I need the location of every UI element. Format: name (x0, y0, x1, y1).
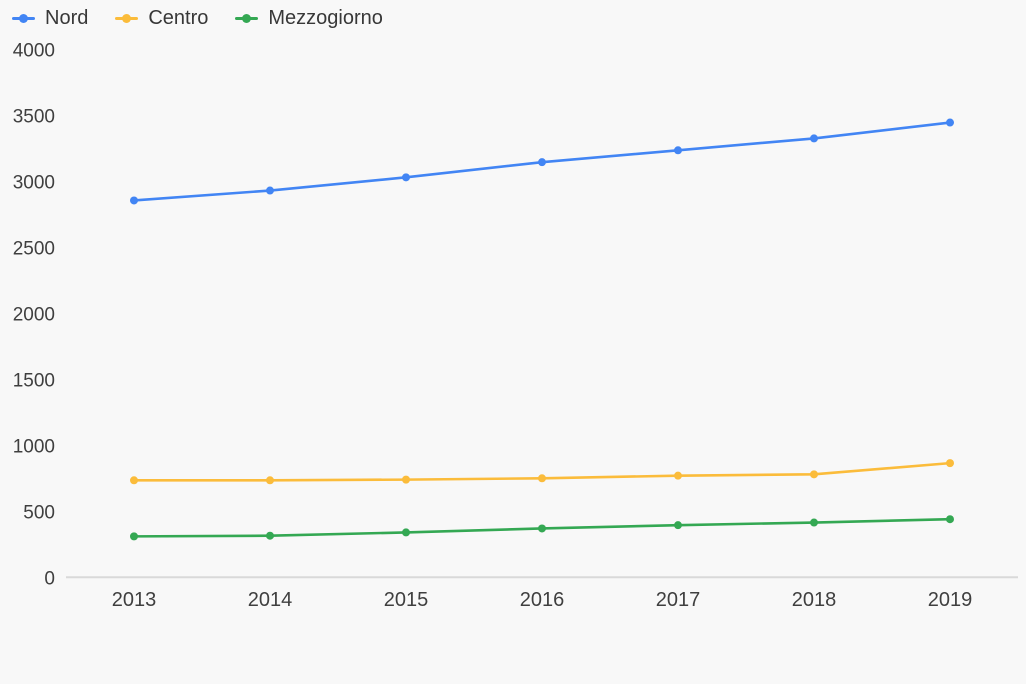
x-axis-tick-label: 2014 (248, 589, 293, 611)
data-point-nord-2019 (946, 118, 954, 127)
data-point-mezzogiorno-2014 (266, 531, 274, 540)
data-point-nord-2016 (538, 158, 546, 167)
data-point-mezzogiorno-2018 (810, 518, 818, 527)
x-axis-tick-label: 2015 (384, 589, 429, 611)
legend-label: Mezzogiorno (268, 7, 383, 29)
data-point-nord-2013 (130, 196, 138, 205)
legend-label: Centro (148, 7, 209, 29)
data-point-centro-2013 (130, 476, 138, 485)
data-point-centro-2015 (402, 475, 410, 484)
data-point-nord-2014 (266, 186, 274, 195)
data-point-mezzogiorno-2015 (402, 528, 410, 537)
data-point-mezzogiorno-2019 (946, 515, 954, 524)
legend-item-nord[interactable]: Nord (12, 6, 88, 30)
legend-line-dot-icon (12, 13, 35, 23)
y-axis-tick-label: 2500 (13, 238, 55, 259)
legend-item-mezzogiorno[interactable]: Mezzogiorno (235, 6, 383, 30)
x-axis-tick-label: 2013 (112, 589, 157, 611)
y-axis-tick-label: 0 (44, 568, 55, 589)
y-axis-tick-label: 1500 (13, 370, 55, 391)
data-point-centro-2019 (946, 459, 954, 468)
data-point-centro-2018 (810, 470, 818, 479)
x-axis-tick-label: 2019 (928, 589, 973, 611)
data-point-mezzogiorno-2013 (130, 532, 138, 541)
y-axis-tick-label: 2000 (13, 304, 55, 325)
x-axis-tick-label: 2017 (656, 589, 701, 611)
legend-line-dot-icon (235, 13, 259, 23)
chart-legend: Nord Centro Mezzogiorno (12, 6, 383, 30)
data-point-nord-2017 (674, 146, 682, 155)
data-point-centro-2016 (538, 474, 546, 483)
data-point-centro-2017 (674, 471, 682, 480)
y-axis-tick-label: 4000 (13, 40, 55, 61)
y-axis-tick-label: 3000 (13, 172, 55, 193)
y-axis-tick-label: 500 (23, 502, 55, 523)
data-point-mezzogiorno-2017 (674, 521, 682, 530)
x-axis-tick-label: 2016 (520, 589, 565, 611)
data-point-mezzogiorno-2016 (538, 524, 546, 533)
legend-item-centro[interactable]: Centro (115, 6, 208, 30)
data-point-centro-2014 (266, 476, 274, 485)
legend-line-dot-icon (115, 13, 139, 23)
data-point-nord-2018 (810, 134, 818, 143)
data-point-nord-2015 (402, 173, 410, 182)
y-axis-tick-label: 1000 (13, 436, 55, 457)
y-axis-tick-label: 3500 (13, 106, 55, 127)
legend-label: Nord (45, 7, 89, 29)
x-axis-tick-label: 2018 (792, 589, 837, 611)
